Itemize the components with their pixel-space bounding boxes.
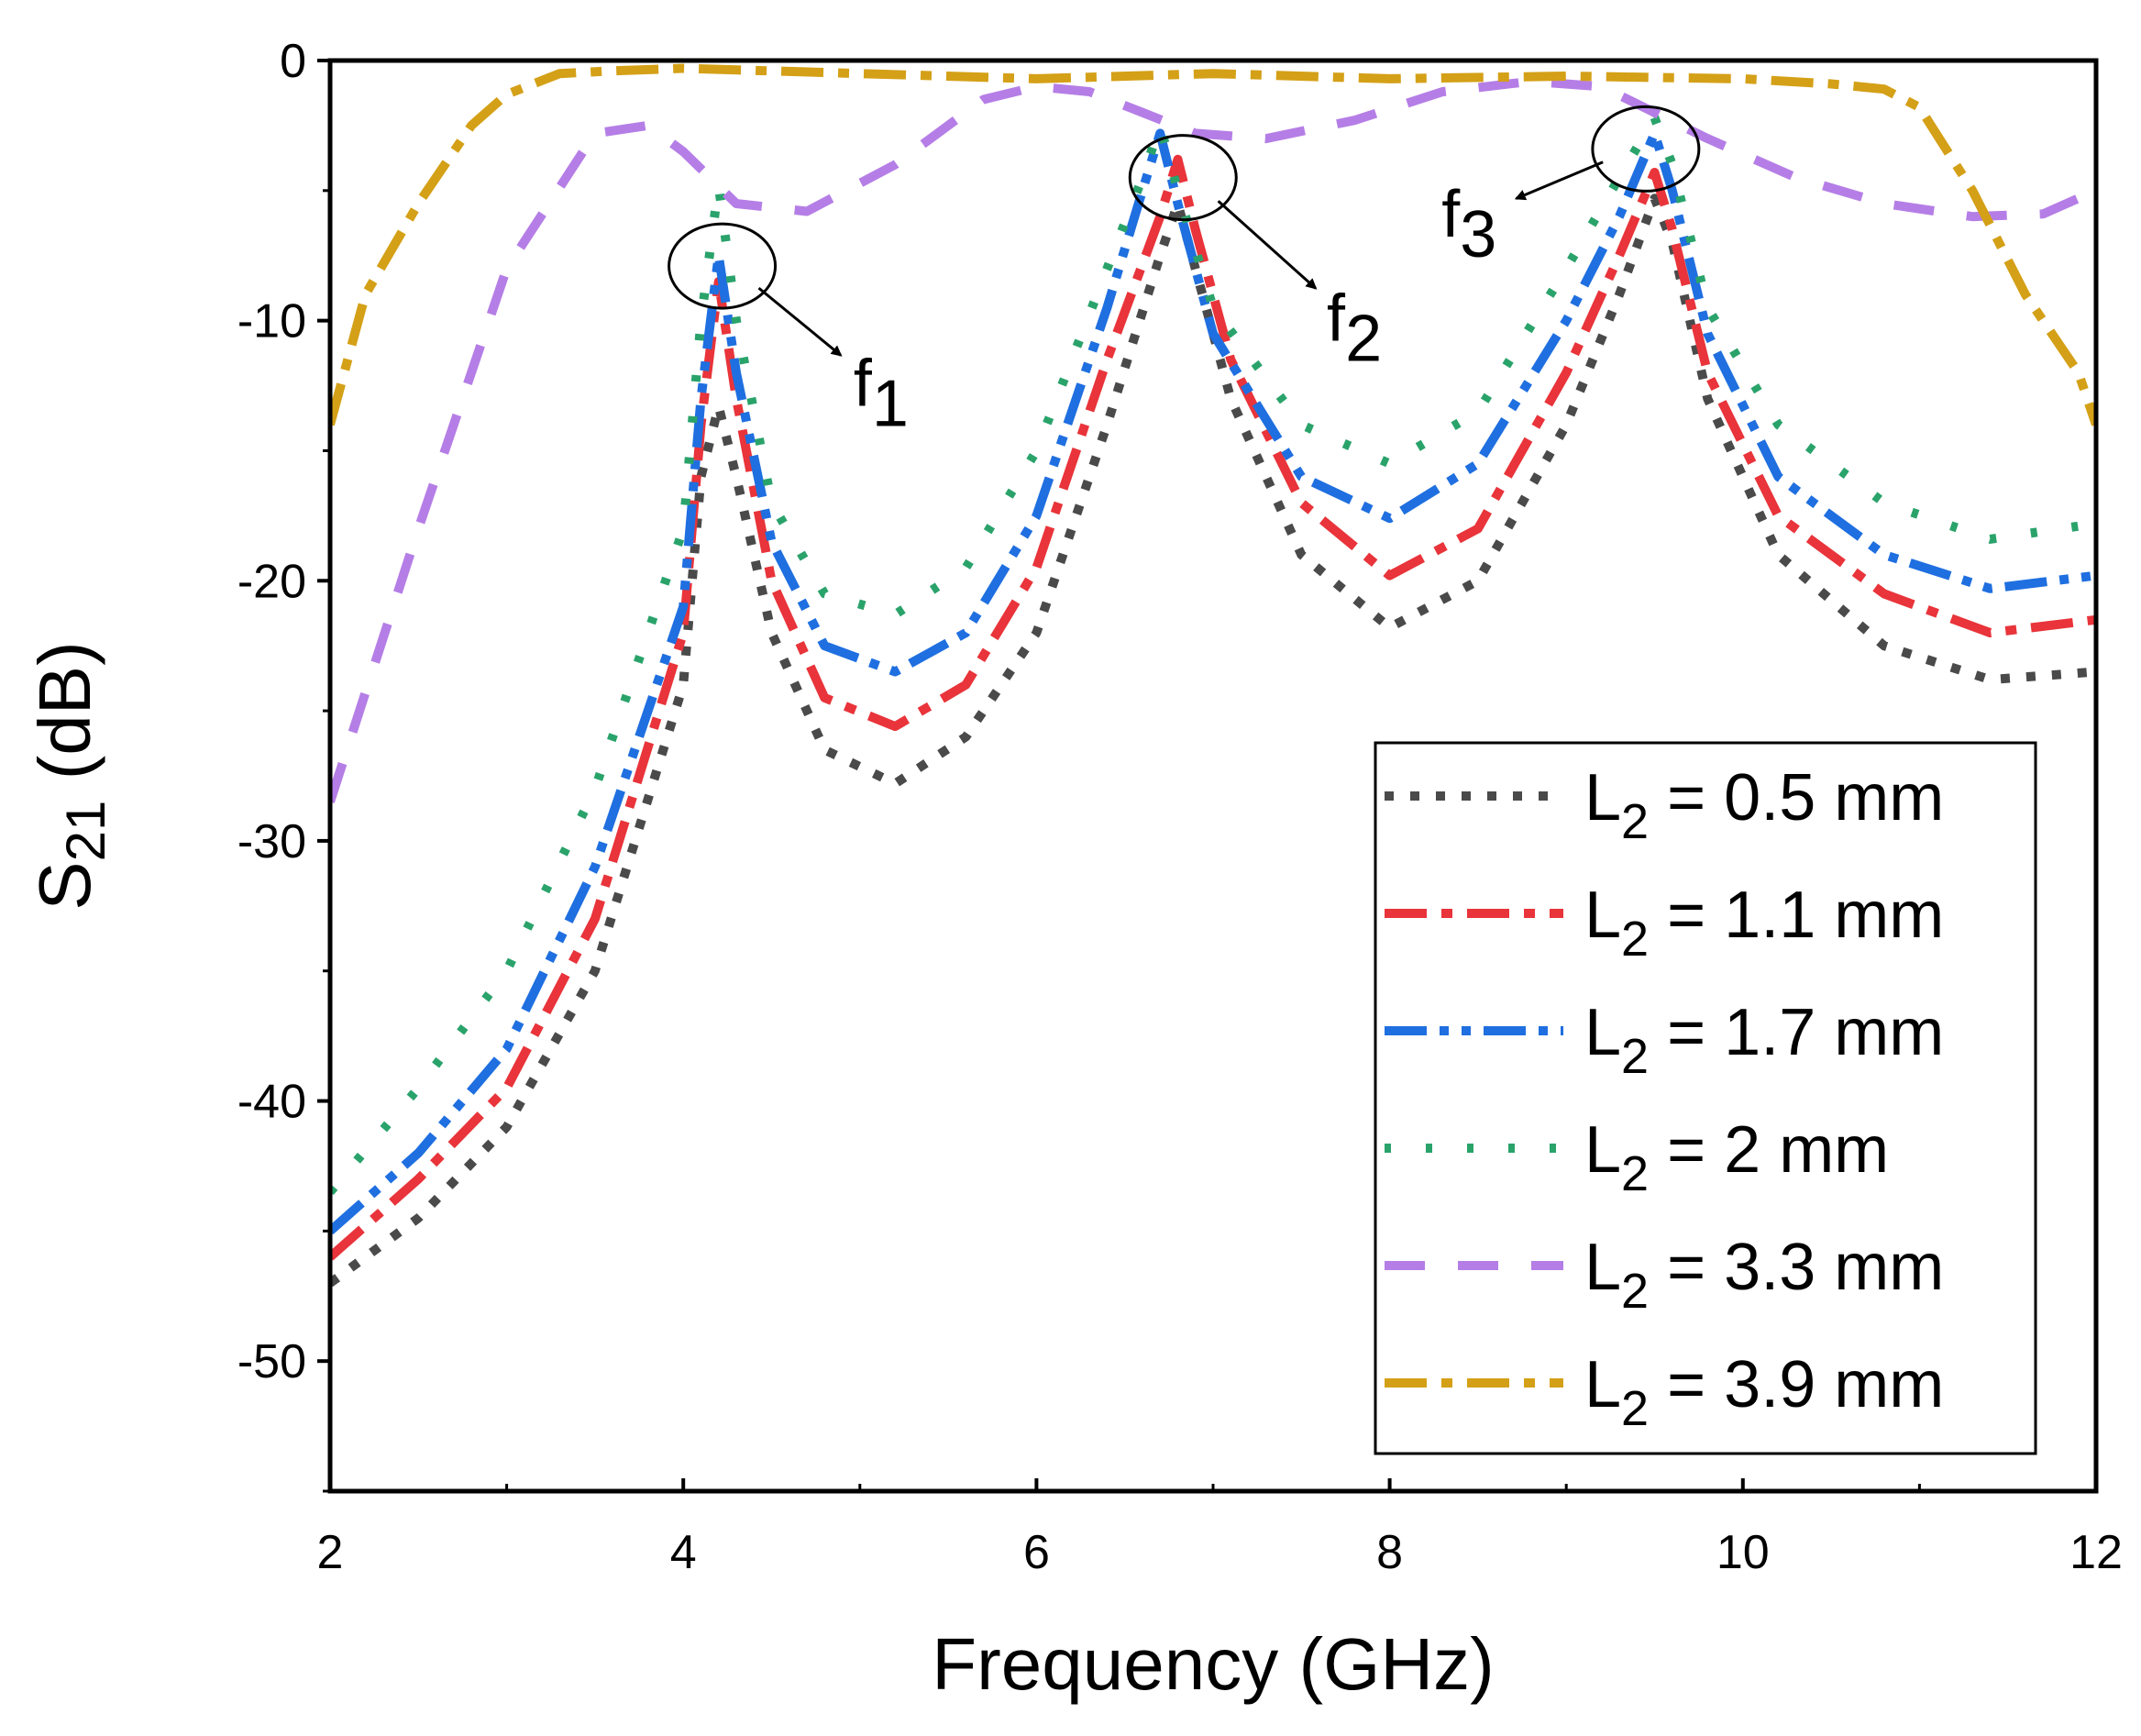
resonance-label: f1 — [854, 348, 909, 441]
series-line-5 — [330, 76, 2096, 803]
annotation-arrow — [1514, 160, 1604, 201]
series-line-4 — [330, 113, 2096, 1196]
annotation-arrow — [1217, 200, 1318, 290]
y-tick-label: 0 — [280, 35, 306, 88]
y-axis-label-sub: 21 — [55, 801, 116, 862]
x-tick-label: 8 — [1376, 1526, 1403, 1579]
x-tick-label: 10 — [1716, 1526, 1770, 1579]
y-axis-label: S21 (dB) — [24, 641, 116, 910]
annotation-arrow — [757, 286, 843, 357]
resonance-label-sub: 2 — [1345, 303, 1382, 376]
legend-label-rest: = 1.1 mm — [1649, 879, 1944, 952]
legend-label-sub: 2 — [1621, 1146, 1649, 1201]
legend-label: L2 = 3.9 mm — [1584, 1348, 1944, 1436]
resonance-circle — [1128, 134, 1238, 222]
x-tick-label: 6 — [1023, 1526, 1050, 1579]
legend-label-rest: = 3.3 mm — [1649, 1231, 1944, 1304]
y-tick-label: -10 — [237, 295, 306, 348]
x-tick-label: 12 — [2069, 1526, 2123, 1579]
legend-label-main: L — [1584, 761, 1621, 835]
resonance-label-main: f — [1441, 178, 1461, 251]
legend-label: L2 = 2 mm — [1584, 1113, 1889, 1201]
x-axis-label: Frequency (GHz) — [932, 1623, 1494, 1705]
resonance-circle — [1591, 105, 1701, 193]
y-tick-label: -40 — [237, 1076, 306, 1129]
legend-label: L2 = 3.3 mm — [1584, 1231, 1944, 1319]
legend-label-sub: 2 — [1621, 1029, 1649, 1084]
resonance-label: f2 — [1327, 282, 1382, 376]
y-tick-label: -30 — [237, 815, 306, 868]
series-line-6 — [330, 63, 2096, 426]
legend-label-main: L — [1584, 1113, 1621, 1187]
resonance-label-sub: 3 — [1460, 198, 1496, 271]
resonance-label-main: f — [1327, 282, 1346, 356]
legend-label-main: L — [1584, 1231, 1621, 1304]
legend-label-rest: = 1.7 mm — [1649, 996, 1944, 1069]
y-tick-label: -20 — [237, 555, 306, 608]
legend-label-main: L — [1584, 879, 1621, 952]
legend-label-main: L — [1584, 996, 1621, 1069]
x-tick-label: 2 — [317, 1526, 344, 1579]
resonance-label-sub: 1 — [872, 368, 909, 441]
axes: 2 4 6 8 10 120-10-20-30-40-50 — [237, 35, 2123, 1579]
legend-label: L2 = 1.1 mm — [1584, 879, 1944, 967]
resonance-circle — [668, 222, 778, 310]
legend-label-sub: 2 — [1621, 1264, 1649, 1319]
legend-label: L2 = 0.5 mm — [1584, 761, 1944, 849]
series-line-2 — [330, 154, 2096, 1261]
legend-label-rest: = 3.9 mm — [1649, 1348, 1944, 1421]
y-axis-label-main: S — [24, 861, 105, 910]
legend-label-rest: = 0.5 mm — [1649, 761, 1944, 835]
legend-label-main: L — [1584, 1348, 1621, 1421]
y-axis-label-unit: (dB) — [24, 641, 105, 800]
series-lines — [330, 63, 2096, 1288]
legend-label-sub: 2 — [1621, 794, 1649, 849]
series-line-3 — [330, 128, 2096, 1235]
legend-label-rest: = 2 mm — [1649, 1113, 1889, 1187]
x-tick-label: 4 — [670, 1526, 697, 1579]
resonance-label-main: f — [854, 348, 873, 421]
legend-box — [1374, 741, 2037, 1455]
legend-label-sub: 2 — [1621, 1381, 1649, 1436]
legend-label: L2 = 1.7 mm — [1584, 996, 1944, 1084]
resonance-label: f3 — [1441, 178, 1496, 271]
legend-label-sub: 2 — [1621, 912, 1649, 967]
y-tick-label: -50 — [237, 1335, 306, 1388]
